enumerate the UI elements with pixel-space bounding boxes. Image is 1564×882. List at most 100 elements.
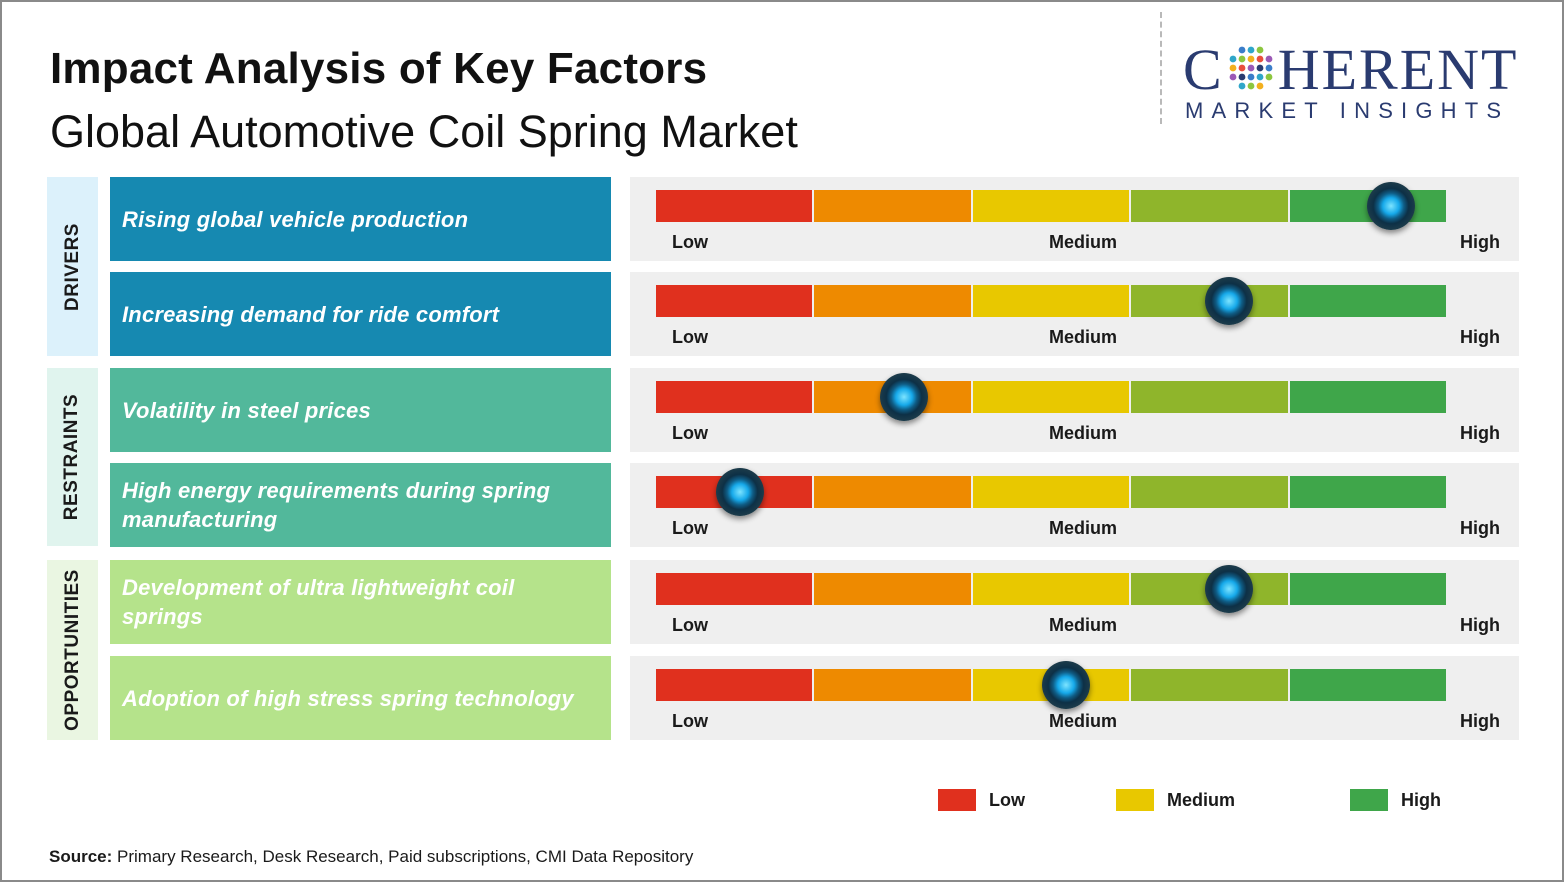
scale-label-med: Medium (1049, 232, 1118, 252)
factor-label: Volatility in steel prices (122, 397, 371, 423)
legend-swatch (1116, 789, 1154, 811)
logo-prefix: C (1183, 37, 1224, 102)
scale-segment (972, 285, 1130, 317)
logo-dot (1247, 64, 1255, 72)
scale-segment (972, 190, 1130, 222)
source-note: Source: Primary Research, Desk Research,… (49, 847, 693, 867)
scale-segment (656, 573, 813, 605)
logo-dot (1229, 73, 1237, 81)
page-subtitle: Global Automotive Coil Spring Market (50, 106, 798, 157)
impact-marker-knob (1042, 661, 1090, 709)
logo-wordmark: C HERENT (1183, 40, 1518, 100)
scale-label-med: Medium (1049, 711, 1118, 731)
source-prefix: Source: (49, 847, 113, 866)
impact-marker-knob (1204, 565, 1253, 613)
scale-segment (1289, 669, 1447, 701)
scale-label-med: Medium (1049, 327, 1118, 347)
scale-segment (656, 381, 813, 413)
source-text: Primary Research, Desk Research, Paid su… (112, 847, 694, 866)
scale-segment (1289, 381, 1447, 413)
scale-segment (656, 285, 813, 317)
logo-dot (1256, 64, 1264, 72)
impact-gauge: Low Medium High (630, 560, 1519, 644)
category-label: RESTRAINTS (61, 393, 83, 521)
logo-dot (1238, 82, 1246, 90)
logo-dot (1256, 73, 1264, 81)
legend-item-low: Low (938, 789, 1025, 811)
scale-segment (814, 573, 971, 605)
category-restraints: RESTRAINTS (47, 368, 98, 546)
scale-label-low: Low (672, 711, 708, 731)
scale-segment (1289, 285, 1447, 317)
scale-segment (814, 190, 971, 222)
impact-scale-bar (656, 573, 1447, 605)
scale-segment (1289, 573, 1447, 605)
category-opportunities: OPPORTUNITIES (47, 560, 98, 740)
logo-dot (1229, 55, 1237, 63)
factor-label-box: High energy requirements during spring m… (110, 463, 611, 547)
logo-dot (1229, 64, 1237, 72)
legend-label: Low (989, 789, 1025, 810)
impact-scale-bar (656, 285, 1447, 317)
scale-label-low: Low (672, 327, 708, 347)
scale-segment (656, 190, 813, 222)
factor-label: Increasing demand for ride comfort (122, 301, 500, 327)
impact-gauge: Low Medium High (630, 177, 1519, 261)
impact-marker-knob (715, 468, 764, 516)
factor-label: Rising global vehicle production (122, 206, 469, 232)
factor-label: Development of ultra lightweight coil sp… (122, 575, 515, 629)
legend-swatch (938, 789, 976, 811)
scale-segment (972, 381, 1130, 413)
factor-label-box: Adoption of high stress spring technolog… (110, 656, 611, 740)
impact-scale-bar (656, 669, 1447, 701)
factor-label-box: Development of ultra lightweight coil sp… (110, 560, 611, 644)
scale-label-high: High (1460, 518, 1500, 538)
logo-tagline: MARKET INSIGHTS (1185, 98, 1510, 123)
scale-label-high: High (1460, 423, 1500, 443)
page-title: Impact Analysis of Key Factors (50, 44, 708, 93)
scale-label-med: Medium (1049, 518, 1118, 538)
scale-label-high: High (1460, 232, 1500, 252)
scale-label-low: Low (672, 615, 708, 635)
scale-label-high: High (1460, 711, 1500, 731)
logo-dot (1265, 55, 1273, 63)
scale-segment (814, 476, 971, 508)
factor-label-box: Increasing demand for ride comfort (110, 272, 611, 356)
factor-label-box: Volatility in steel prices (110, 368, 611, 452)
scale-segment (656, 669, 813, 701)
scale-segment (1131, 381, 1288, 413)
impact-gauge: Low Medium High (630, 463, 1519, 547)
logo-dot (1256, 82, 1264, 90)
scale-segment (1131, 190, 1288, 222)
scale-label-med: Medium (1049, 615, 1118, 635)
factor-label-box: Rising global vehicle production (110, 177, 611, 261)
logo-dot (1256, 46, 1264, 54)
legend-label: Medium (1167, 789, 1236, 810)
scale-label-low: Low (672, 423, 708, 443)
scale-segment (1289, 476, 1447, 508)
scale-segment (972, 573, 1130, 605)
logo-dot (1247, 82, 1255, 90)
impact-gauge: Low Medium High (630, 656, 1519, 740)
logo-dot (1256, 55, 1264, 63)
logo-divider (1160, 12, 1162, 124)
category-label: DRIVERS (61, 222, 83, 311)
logo-dot (1238, 73, 1246, 81)
logo-dot (1238, 55, 1246, 63)
impact-gauge: Low Medium High (630, 272, 1519, 356)
scale-label-high: High (1460, 615, 1500, 635)
scale-label-low: Low (672, 518, 708, 538)
logo-dot (1238, 46, 1246, 54)
logo-dot (1247, 55, 1255, 63)
company-logo: C HERENT MARKET INSIGHTS (1183, 40, 1543, 130)
impact-marker-knob (880, 373, 929, 421)
impact-marker-knob (1204, 277, 1253, 325)
scale-label-low: Low (672, 232, 708, 252)
logo-dot (1265, 73, 1273, 81)
scale-label-med: Medium (1049, 423, 1118, 443)
scale-label-high: High (1460, 327, 1500, 347)
impact-marker-knob (1366, 182, 1415, 230)
factor-label: High energy requirements during spring m… (122, 478, 551, 532)
impact-scale-bar (656, 190, 1447, 222)
